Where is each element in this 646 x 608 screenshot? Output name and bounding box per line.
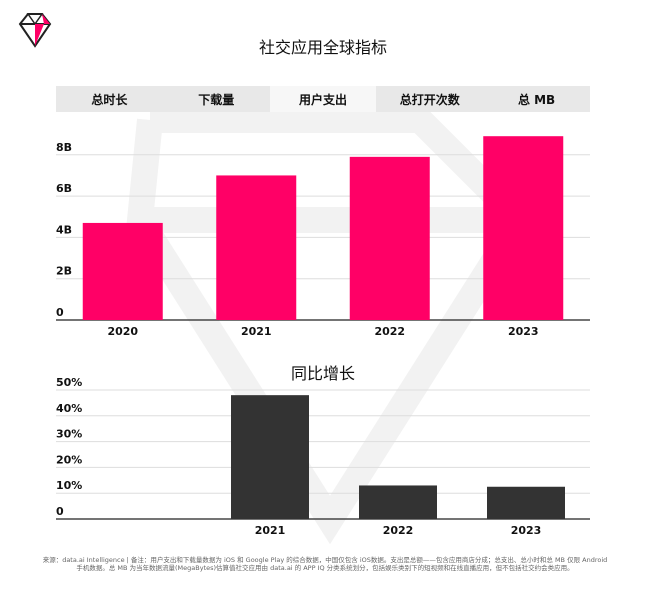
y-tick-label: 50%: [56, 376, 82, 389]
x-tick-label: 2023: [508, 325, 539, 338]
y-tick-label: 20%: [56, 453, 82, 466]
bar-2022: [349, 156, 430, 320]
y-tick-label: 8B: [56, 141, 72, 154]
y-tick-label: 4B: [56, 223, 72, 236]
bar-2023: [483, 136, 564, 320]
tab-total-mb[interactable]: 总 MB: [517, 92, 556, 107]
tab-total-opens[interactable]: 总打开次数: [399, 92, 460, 107]
x-tick-label: 2021: [241, 325, 272, 338]
x-tick-label: 2022: [383, 524, 414, 537]
y-tick-label: 30%: [56, 428, 82, 441]
y-tick-label: 40%: [56, 402, 82, 415]
x-tick-label: 2021: [255, 524, 286, 537]
y-tick-label: 6B: [56, 182, 72, 195]
tab-downloads[interactable]: 下载量: [198, 92, 235, 107]
bar-2021: [231, 395, 309, 519]
y-tick-label: 0: [56, 306, 64, 319]
bar-2020: [82, 222, 163, 320]
metric-tabs: 总时长 下载量 用户支出 总打开次数 总 MB: [56, 86, 590, 112]
y-tick-label: 0: [56, 505, 64, 518]
x-tick-label: 2020: [107, 325, 138, 338]
y-tick-label: 10%: [56, 479, 82, 492]
tab-total-time[interactable]: 总时长: [91, 92, 128, 107]
page-title: 社交应用全球指标: [258, 38, 387, 57]
x-tick-label: 2023: [511, 524, 542, 537]
growth-chart-title: 同比增长: [290, 364, 355, 383]
y-tick-label: 2B: [56, 265, 72, 278]
x-tick-label: 2022: [374, 325, 405, 338]
bar-2022: [359, 485, 437, 519]
bar-2021: [216, 175, 297, 320]
source-footnote: 来源：data.ai Intelligence | 备注：用户支出和下载量数据为…: [42, 556, 608, 572]
gem-logo-icon: [18, 13, 52, 48]
bar-2023: [487, 486, 565, 519]
tab-user-spend[interactable]: 用户支出: [269, 86, 377, 112]
